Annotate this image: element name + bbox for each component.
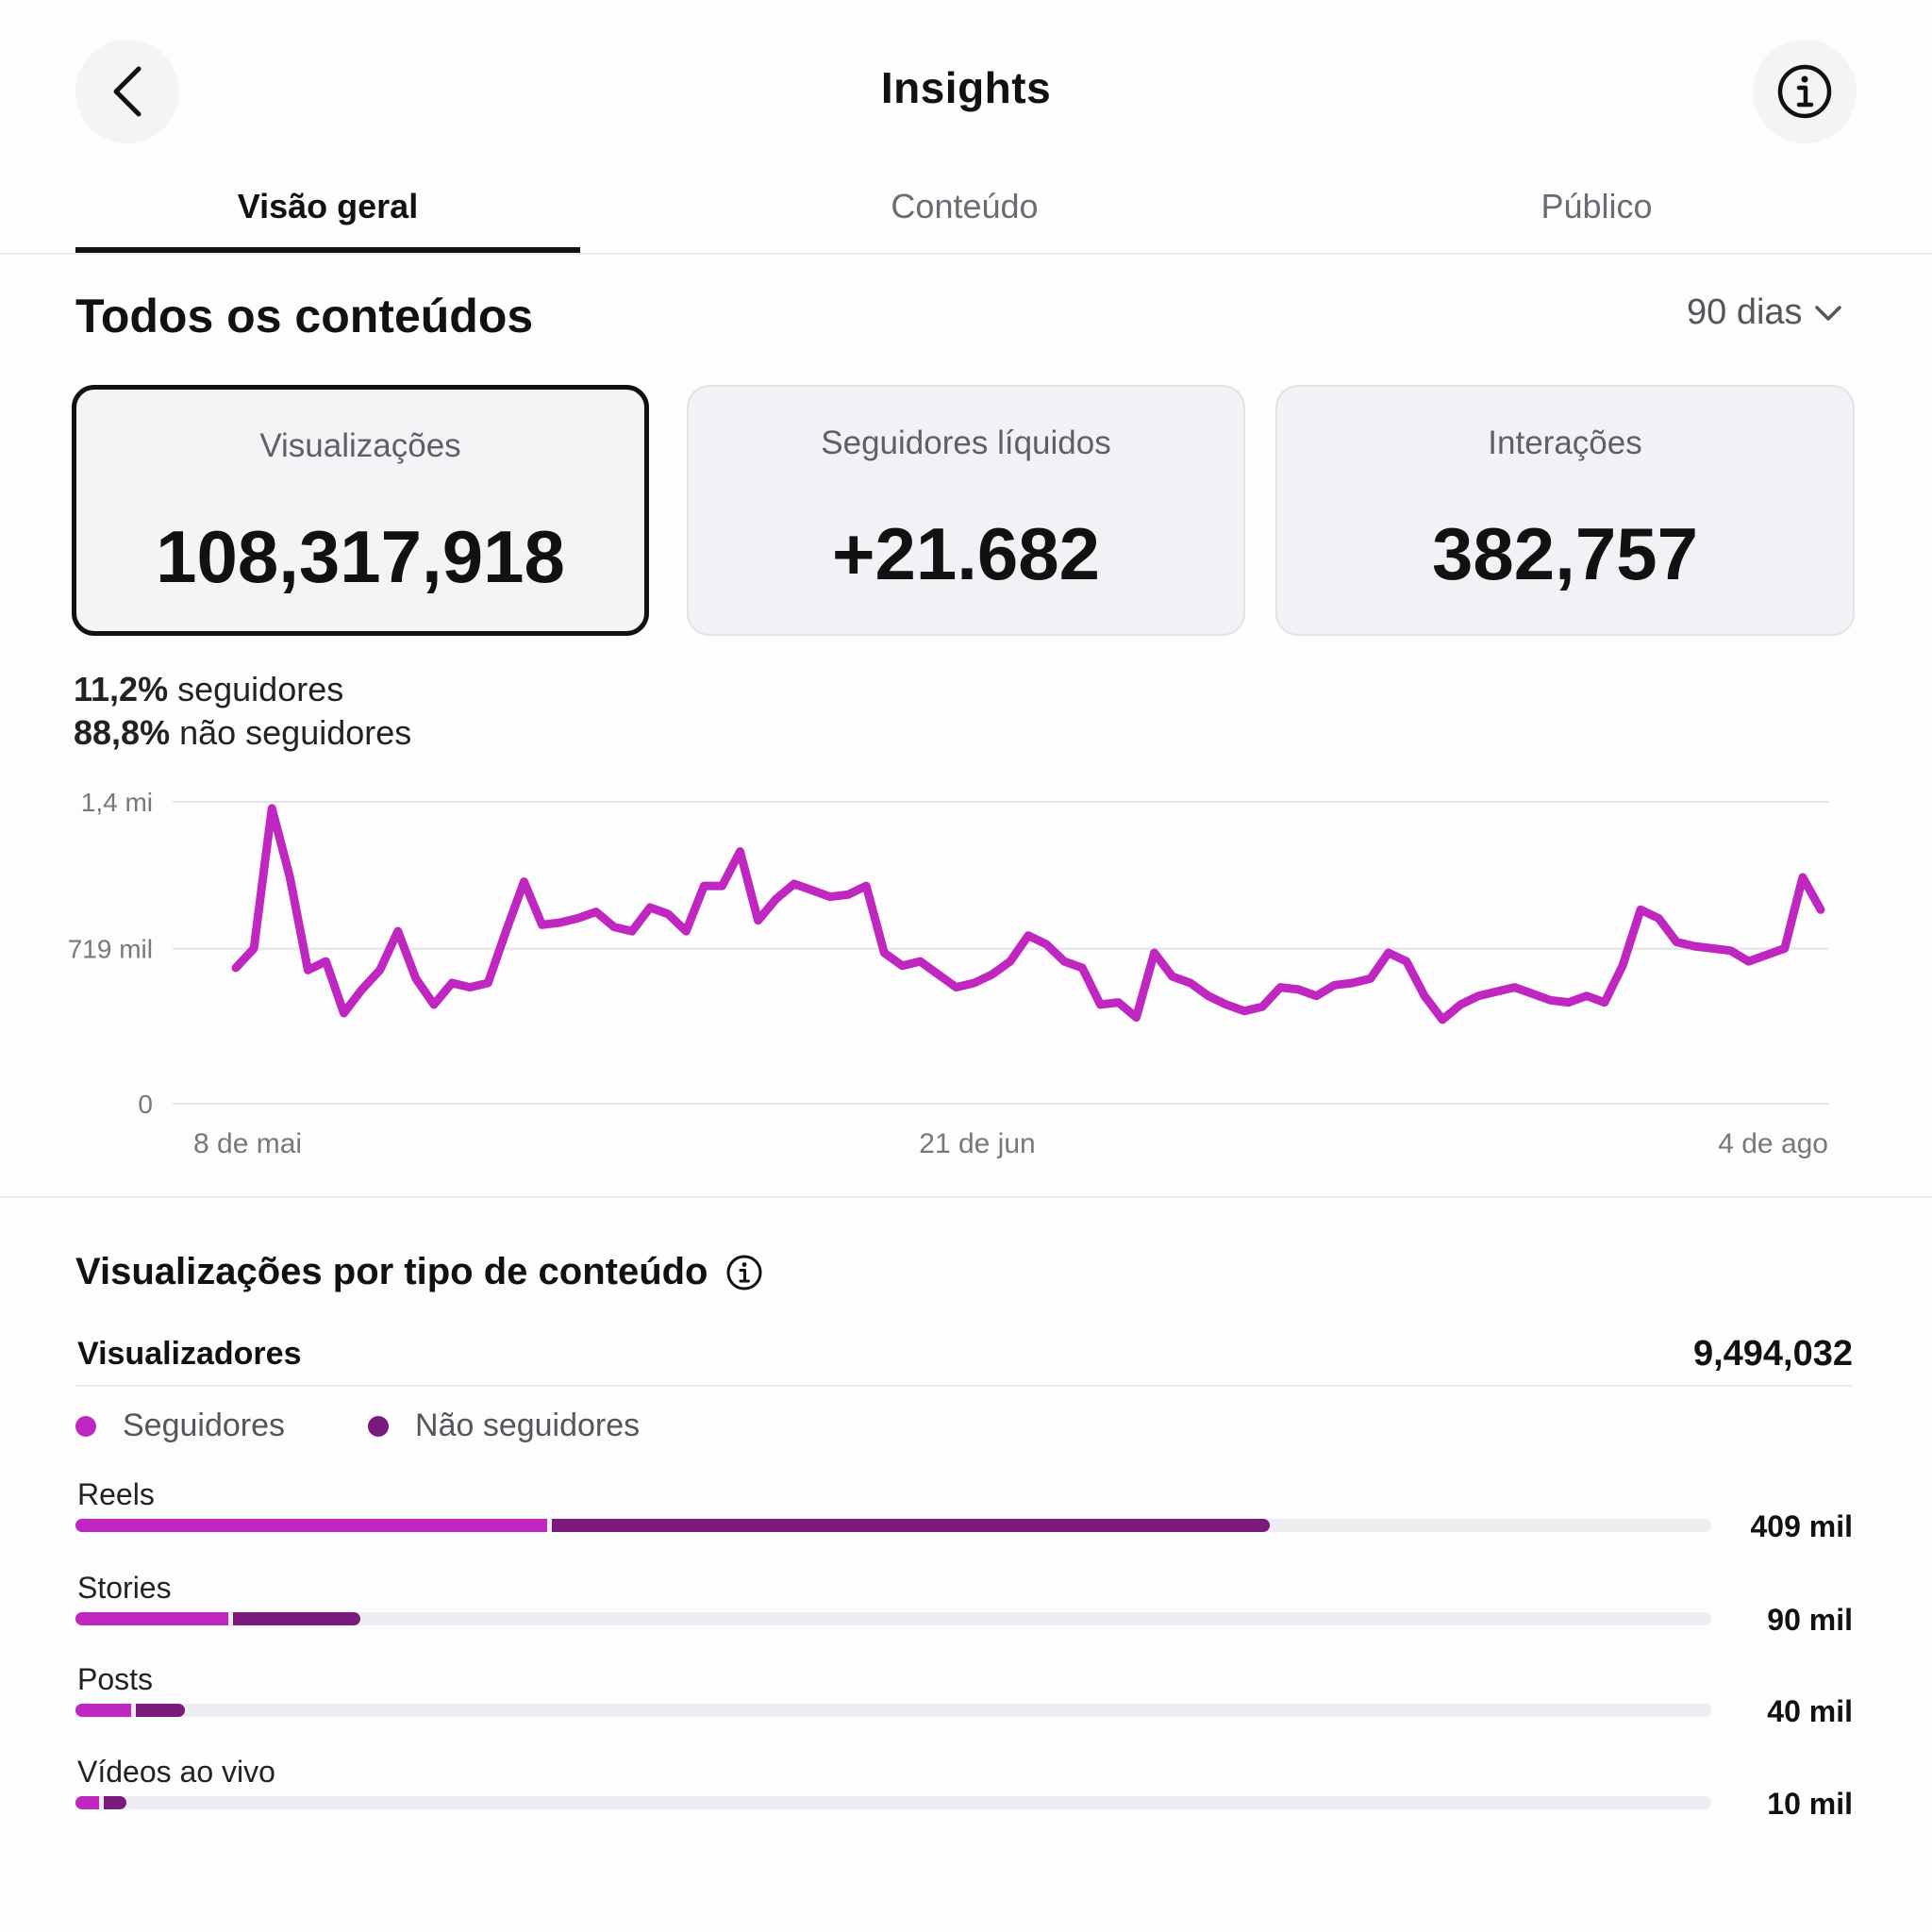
period-label: 90 dias: [1687, 292, 1803, 332]
content-bar-live[interactable]: Vídeos ao vivo 10 mil: [75, 1755, 1853, 1840]
period-selector[interactable]: 90 dias: [1687, 292, 1842, 333]
bar-label: Reels: [77, 1477, 155, 1511]
metric-label: Seguidores líquidos: [821, 425, 1111, 461]
metric-value: +21.682: [831, 512, 1101, 595]
bar-non-followers-segment: [232, 1612, 360, 1625]
content-bar-stories[interactable]: Stories 90 mil: [75, 1571, 1853, 1656]
x-tick-label: 4 de ago: [1718, 1128, 1828, 1159]
section-divider: [0, 1196, 1932, 1198]
bar-value: 90 mil: [1767, 1603, 1853, 1637]
bar-value: 40 mil: [1767, 1694, 1853, 1728]
non-followers-split: 88,8% não seguidores: [74, 713, 411, 753]
metric-card-interactions[interactable]: Interações 382,757: [1275, 385, 1855, 636]
content-bar-posts[interactable]: Posts 40 mil: [75, 1662, 1853, 1747]
bar-track: [75, 1519, 1711, 1532]
metric-card-followers[interactable]: Seguidores líquidos +21.682: [687, 385, 1245, 636]
bar-followers-segment: [75, 1612, 228, 1625]
bar-followers-segment: [75, 1704, 132, 1717]
legend: Seguidores Não seguidores: [75, 1407, 723, 1444]
x-tick-label: 21 de jun: [919, 1128, 1035, 1159]
bar-label: Stories: [77, 1571, 172, 1605]
info-icon[interactable]: [725, 1254, 763, 1291]
section-title: Todos os conteúdos: [75, 290, 534, 342]
tab-audience[interactable]: Público: [1541, 187, 1653, 225]
bar-track: [75, 1704, 1711, 1717]
bar-non-followers-segment: [136, 1704, 186, 1717]
tab-content[interactable]: Conteúdo: [891, 187, 1039, 225]
legend-item-non-followers: Não seguidores: [368, 1407, 640, 1444]
legend-dot: [368, 1415, 390, 1437]
content-bar-reels[interactable]: Reels 409 mil: [75, 1477, 1853, 1562]
bar-track: [75, 1612, 1711, 1625]
bar-label: Posts: [77, 1662, 154, 1696]
back-button[interactable]: [75, 40, 179, 143]
views-line-chart[interactable]: 1,4 mi 719 mil 0 8 de mai 21 de jun 4 de ago: [0, 774, 1932, 1170]
viewers-value: 9,494,032: [1692, 1334, 1853, 1374]
chevron-left-icon: [113, 66, 142, 117]
bar-label: Vídeos ao vivo: [77, 1755, 275, 1789]
tab-overview[interactable]: Visão geral: [237, 187, 419, 225]
split-label: não seguidores: [179, 713, 412, 752]
y-tick-label: 0: [138, 1090, 153, 1119]
bar-followers-segment: [75, 1519, 547, 1532]
bar-track: [75, 1796, 1711, 1809]
y-tick-label: 1,4 mi: [81, 788, 153, 817]
viewers-row: Visualizadores 9,494,032: [75, 1334, 1853, 1387]
views-series-line: [231, 804, 1825, 1024]
metric-value: 108,317,918: [156, 515, 565, 598]
content-type-title: Visualizações por tipo de conteúdo: [75, 1251, 708, 1292]
info-icon: [1777, 64, 1832, 119]
viewers-label: Visualizadores: [77, 1336, 302, 1372]
legend-label: Seguidores: [123, 1407, 286, 1443]
content-type-section-title: Visualizações por tipo de conteúdo: [75, 1251, 763, 1293]
page-title: Insights: [880, 63, 1052, 112]
followers-split: 11,2% seguidores: [74, 670, 343, 709]
bar-non-followers-segment: [103, 1796, 126, 1809]
split-percent: 11,2%: [74, 670, 169, 708]
split-label: seguidores: [177, 670, 344, 708]
bar-value: 409 mil: [1750, 1509, 1853, 1543]
bar-followers-segment: [75, 1796, 99, 1809]
x-tick-label: 8 de mai: [193, 1128, 302, 1159]
split-percent: 88,8%: [74, 713, 171, 752]
metric-value: 382,757: [1432, 512, 1698, 595]
metric-label: Visualizações: [259, 427, 461, 464]
tab-bar: Visão geral Conteúdo Público: [0, 179, 1932, 255]
legend-dot: [75, 1415, 96, 1437]
active-tab-indicator: [75, 247, 580, 253]
legend-item-followers: Seguidores: [75, 1407, 285, 1444]
info-button[interactable]: [1753, 40, 1857, 143]
y-tick-label: 719 mil: [68, 935, 153, 964]
header: Insights: [0, 0, 1932, 179]
metric-label: Interações: [1488, 425, 1642, 461]
metric-card-views[interactable]: Visualizações 108,317,918: [72, 385, 649, 636]
legend-label: Não seguidores: [415, 1407, 641, 1443]
bar-value: 10 mil: [1767, 1787, 1853, 1821]
bar-non-followers-segment: [551, 1519, 1270, 1532]
chevron-down-icon: [1814, 305, 1841, 321]
